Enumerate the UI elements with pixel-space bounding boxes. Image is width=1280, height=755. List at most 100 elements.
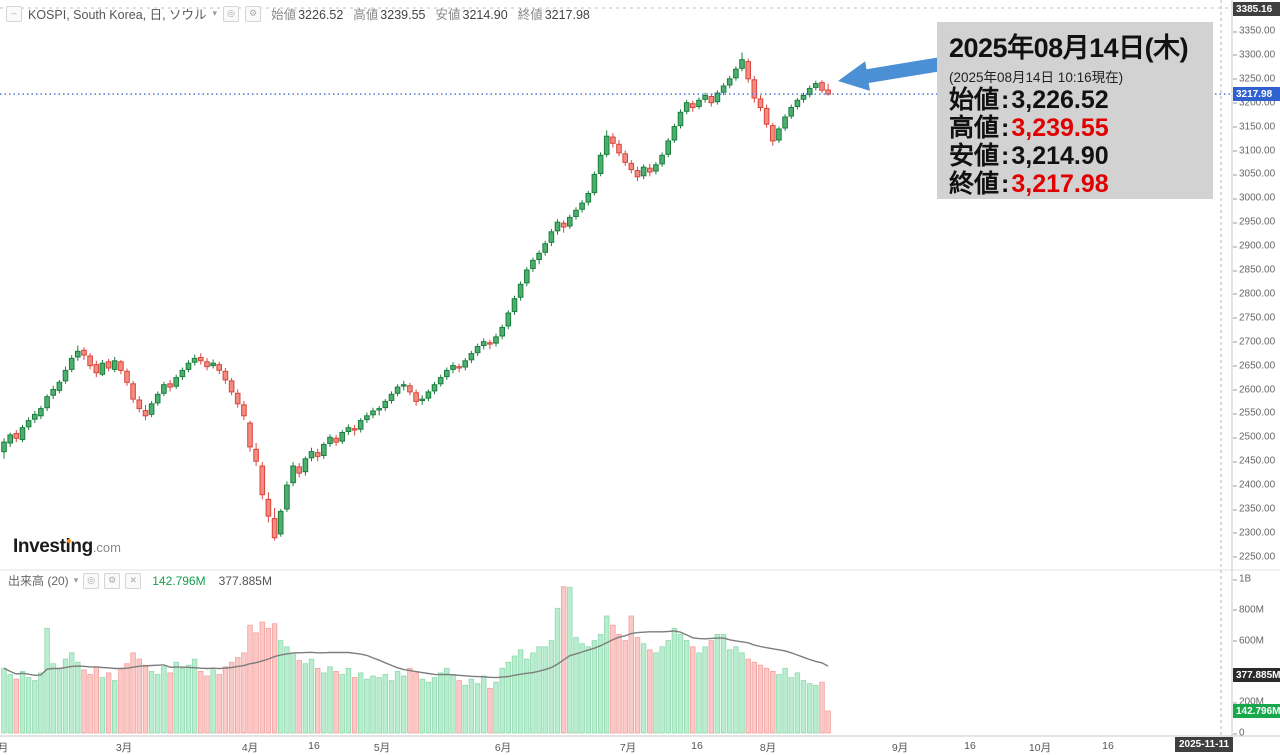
instrument-title: KOSPI, South Korea, 日, ソウル bbox=[28, 8, 207, 22]
logo-orange-dot bbox=[66, 538, 71, 543]
annotation-row-label: 始値 bbox=[949, 86, 1011, 114]
time-axis-label: 16 bbox=[964, 740, 976, 752]
ohlc-field: 安値 3214.90 bbox=[435, 4, 507, 23]
ohlc-field: 始値 3226.52 bbox=[271, 4, 343, 23]
callout-timestamp: (2025年08月14日 10:16現在) bbox=[949, 70, 1124, 85]
volume-current-badge: 142.796M bbox=[1233, 704, 1280, 718]
annotation-row: 終値3,217.98 bbox=[949, 170, 1201, 198]
volume-indicator-label: 出来高 (20) bbox=[8, 574, 69, 588]
chevron-down-icon[interactable]: ▾ bbox=[73, 575, 79, 585]
price-axis-label: 3050.00 bbox=[1232, 168, 1276, 180]
collapse-icon[interactable]: – bbox=[6, 5, 22, 22]
settings-icon[interactable]: ⚙ bbox=[245, 5, 262, 22]
ohlc-field-label: 安値 bbox=[435, 8, 461, 22]
last-price-badge: 3217.98 bbox=[1233, 87, 1280, 101]
volume-current-value: 142.796M bbox=[152, 573, 206, 588]
annotation-row-label: 高値 bbox=[949, 114, 1011, 142]
price-axis-label: 2500.00 bbox=[1232, 431, 1276, 443]
volume-ma-value: 377.885M bbox=[218, 573, 272, 588]
price-axis-label: 2600.00 bbox=[1232, 384, 1276, 395]
time-axis-label: 月 bbox=[0, 742, 9, 754]
price-axis-label: 2550.00 bbox=[1232, 407, 1276, 419]
time-axis-label: 5月 bbox=[373, 742, 391, 754]
price-axis-label: 2400.00 bbox=[1232, 479, 1276, 491]
annotation-row-value: 3,214.90 bbox=[1011, 142, 1109, 170]
price-axis-label: 3250.00 bbox=[1232, 73, 1276, 85]
time-axis-label: 3月 bbox=[115, 742, 133, 754]
price-axis-label: 2850.00 bbox=[1232, 264, 1276, 276]
annotation-row: 安値3,214.90 bbox=[949, 142, 1201, 170]
ohlc-field-label: 始値 bbox=[271, 8, 297, 22]
chevron-down-icon[interactable]: ▾ bbox=[212, 8, 218, 18]
annotation-row: 高値3,239.55 bbox=[949, 114, 1201, 142]
settings-icon[interactable]: ⚙ bbox=[104, 572, 121, 589]
price-axis-label: 2650.00 bbox=[1232, 360, 1276, 372]
crosshair-price-badge: 3385.16 bbox=[1233, 2, 1280, 16]
price-axis-label: 3150.00 bbox=[1232, 121, 1276, 133]
volume-axis-label: 600M bbox=[1232, 635, 1265, 647]
logo-text: Investing bbox=[13, 536, 93, 557]
logo-tld: .com bbox=[92, 540, 121, 555]
price-axis-label: 2350.00 bbox=[1232, 503, 1276, 515]
price-axis-label: 2750.00 bbox=[1232, 312, 1276, 324]
price-axis-label: 3100.00 bbox=[1232, 145, 1276, 156]
ohlc-field-value: 3214.90 bbox=[462, 8, 508, 22]
price-axis-label: 3200.00 bbox=[1232, 97, 1276, 109]
time-axis-label: 6月 bbox=[494, 742, 512, 754]
price-axis-label: 3350.00 bbox=[1232, 25, 1276, 37]
price-axis-label: 2950.00 bbox=[1232, 216, 1276, 228]
volume-bars bbox=[1, 586, 831, 734]
time-axis-label: 9月 bbox=[891, 742, 909, 754]
ohlc-values: 始値 3226.52 高値 3239.55 安値 3214.90 終値 3217.98 bbox=[271, 4, 590, 23]
chart-legend: – KOSPI, South Korea, 日, ソウル ▾ ◎ ⚙ 始値 322… bbox=[6, 4, 590, 23]
price-axis-label: 2250.00 bbox=[1232, 551, 1276, 563]
close-icon[interactable]: ✕ bbox=[125, 572, 142, 589]
ohlc-field-value: 3239.55 bbox=[380, 8, 426, 22]
date-ohlc-callout: 2025年08月14日(木) (2025年08月14日 10:16現在) 始値3… bbox=[937, 22, 1213, 199]
time-axis-label: 4月 bbox=[241, 742, 259, 754]
crosshair-date-badge: 2025-11-11 bbox=[1175, 737, 1233, 752]
ohlc-field: 終値 3217.98 bbox=[518, 4, 590, 23]
time-axis-label: 16 bbox=[691, 740, 703, 752]
price-axis-label: 2900.00 bbox=[1232, 240, 1276, 252]
annotation-row-label: 終値 bbox=[949, 170, 1011, 198]
visibility-icon[interactable]: ◎ bbox=[83, 572, 100, 589]
volume-axis-label: 0 bbox=[1233, 727, 1245, 739]
investing-logo: Investing.com bbox=[13, 536, 121, 558]
time-axis-label: 7月 bbox=[619, 742, 637, 754]
volume-ma-badge: 377.885M bbox=[1233, 668, 1280, 682]
price-axis-label: 3300.00 bbox=[1232, 49, 1276, 61]
volume-ma-line bbox=[3, 630, 829, 679]
volume-axis-label: 1B bbox=[1232, 573, 1252, 585]
annotation-row-value: 3,226.52 bbox=[1011, 86, 1109, 114]
volume-legend: 出来高 (20) ▾ ◎ ⚙ ✕ 142.796M 377.885M bbox=[8, 572, 272, 589]
time-axis-label: 10月 bbox=[1028, 742, 1052, 754]
annotation-arrow bbox=[838, 55, 950, 91]
visibility-icon[interactable]: ◎ bbox=[223, 5, 240, 22]
time-axis-label: 16 bbox=[1102, 740, 1114, 752]
price-axis-label: 3000.00 bbox=[1232, 192, 1276, 204]
annotation-row-value: 3,217.98 bbox=[1011, 170, 1109, 198]
ohlc-field-label: 終値 bbox=[517, 8, 543, 22]
annotation-row-value: 3,239.55 bbox=[1011, 114, 1109, 142]
volume-axis-label: 200M bbox=[1232, 696, 1265, 708]
price-axis-label: 2450.00 bbox=[1232, 455, 1276, 467]
price-axis-label: 2700.00 bbox=[1232, 336, 1276, 348]
ohlc-field: 高値 3239.55 bbox=[353, 4, 425, 23]
ohlc-field-value: 3226.52 bbox=[298, 8, 344, 22]
callout-date-title: 2025年08月14日(木) bbox=[949, 33, 1189, 63]
volume-axis-label: 800M bbox=[1232, 604, 1265, 616]
time-axis-label: 16 bbox=[308, 740, 320, 752]
ohlc-field-value: 3217.98 bbox=[544, 8, 590, 22]
time-axis-label: 8月 bbox=[759, 742, 777, 754]
annotation-row-label: 安値 bbox=[949, 142, 1011, 170]
price-axis-label: 2800.00 bbox=[1232, 288, 1276, 300]
price-axis-label: 2300.00 bbox=[1232, 527, 1276, 539]
annotation-row: 始値3,226.52 bbox=[949, 86, 1201, 114]
